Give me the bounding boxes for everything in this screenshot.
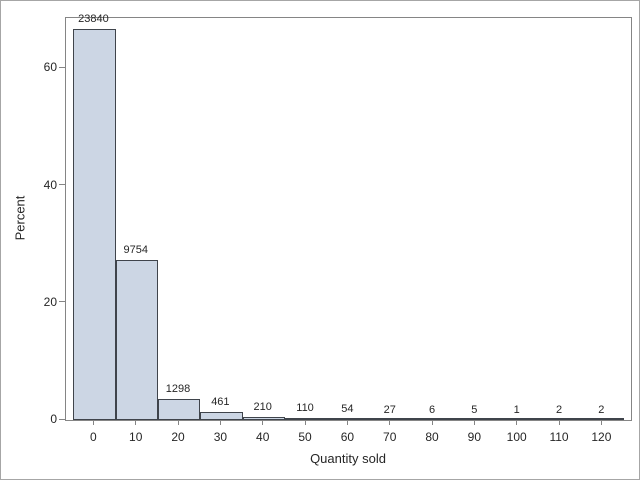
x-tick-label: 90 — [467, 430, 482, 444]
y-tick-label: 40 — [43, 177, 57, 192]
bar-value-label: 1 — [513, 403, 520, 416]
bar-value-label: 54 — [341, 403, 354, 416]
x-tick-mark — [135, 420, 137, 425]
histogram-bar — [73, 29, 116, 420]
y-tick-mark — [59, 418, 65, 420]
x-tick-mark — [304, 420, 306, 425]
bar-value-label: 1298 — [165, 382, 191, 395]
histogram-bar — [242, 416, 285, 420]
x-tick-label: 70 — [383, 430, 397, 444]
x-tick-mark — [92, 420, 94, 425]
x-tick-label: 60 — [340, 430, 355, 444]
x-tick-mark — [389, 420, 391, 425]
histogram-bar — [200, 412, 243, 420]
y-tick-label: 60 — [43, 60, 57, 75]
x-tick-label: 0 — [90, 430, 97, 444]
x-tick-label: 40 — [256, 430, 270, 444]
x-tick-mark — [431, 420, 433, 425]
x-tick-label: 110 — [549, 430, 569, 444]
bar-value-label: 2 — [555, 403, 563, 416]
histogram-bar — [538, 418, 582, 420]
x-tick-mark — [177, 420, 179, 425]
histogram-bar — [327, 418, 370, 420]
x-tick-mark — [558, 420, 560, 425]
x-tick-label: 50 — [298, 430, 312, 444]
y-tick-mark — [59, 184, 65, 186]
histogram-bar — [115, 260, 158, 420]
x-tick-mark — [219, 420, 221, 425]
y-tick-label: 20 — [43, 294, 57, 309]
x-axis-title: Quantity sold — [310, 451, 386, 466]
bar-value-label: 2 — [598, 403, 605, 416]
histogram-bar — [496, 418, 539, 420]
histogram-bar — [157, 398, 201, 420]
histogram-bar — [284, 418, 328, 420]
x-tick-mark — [346, 420, 348, 425]
x-tick-mark — [262, 420, 264, 425]
bar-value-label: 9754 — [123, 244, 148, 257]
histogram-bar — [411, 418, 455, 420]
x-tick-label: 20 — [171, 430, 185, 444]
bar-value-label: 461 — [211, 396, 230, 409]
y-tick-mark — [59, 66, 65, 68]
bar-value-label: 27 — [383, 403, 396, 416]
bar-value-label: 23840 — [78, 13, 109, 26]
x-tick-mark — [473, 420, 475, 425]
plot-area — [65, 17, 632, 421]
x-tick-label: 120 — [591, 430, 612, 444]
y-axis-title: Percent — [12, 195, 28, 241]
x-tick-label: 10 — [129, 430, 143, 444]
y-tick-label: 0 — [50, 412, 57, 426]
x-tick-mark — [600, 420, 602, 425]
x-tick-label: 100 — [506, 430, 527, 444]
bar-value-label: 5 — [471, 403, 478, 416]
histogram-bar — [369, 418, 412, 420]
x-tick-mark — [516, 420, 518, 425]
bar-value-label: 6 — [428, 403, 436, 416]
x-tick-label: 30 — [213, 430, 228, 444]
bar-value-label: 110 — [296, 402, 314, 415]
x-tick-label: 80 — [425, 430, 439, 444]
histogram-bar — [454, 418, 497, 420]
y-tick-mark — [59, 301, 65, 303]
histogram-bar — [581, 418, 624, 420]
bar-value-label: 210 — [253, 400, 272, 413]
